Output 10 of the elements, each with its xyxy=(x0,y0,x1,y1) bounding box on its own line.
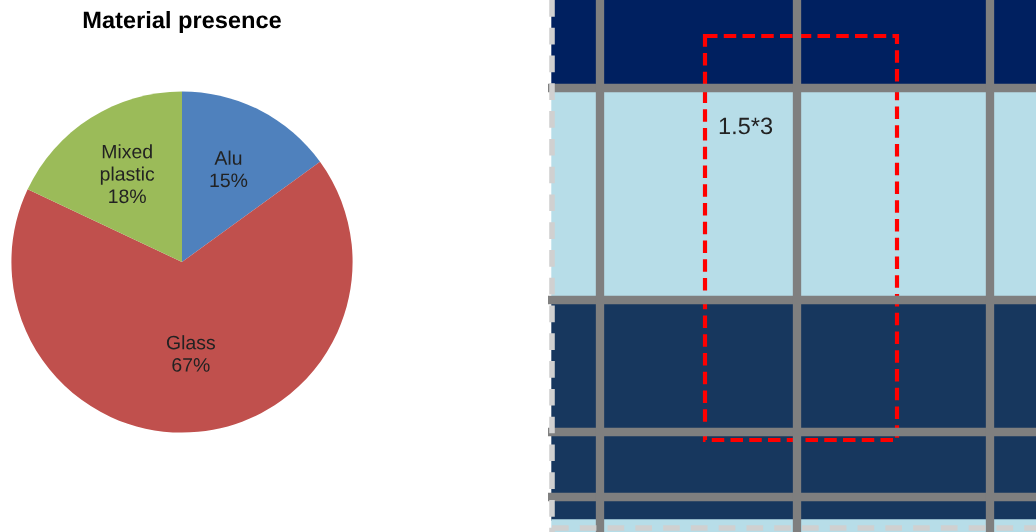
pie-slice xyxy=(182,91,321,262)
chart-title: Material presence xyxy=(83,11,281,33)
slice-label: Mixed plastic xyxy=(100,144,155,185)
slice-label: Alu xyxy=(214,150,242,165)
data-label: 15% xyxy=(210,173,248,188)
data-label: 67% xyxy=(172,358,210,372)
slice-label: Glass xyxy=(166,335,215,350)
text: 1.5*3 xyxy=(719,117,773,135)
pie-slice xyxy=(27,91,182,262)
data-label: 18% xyxy=(109,189,146,204)
